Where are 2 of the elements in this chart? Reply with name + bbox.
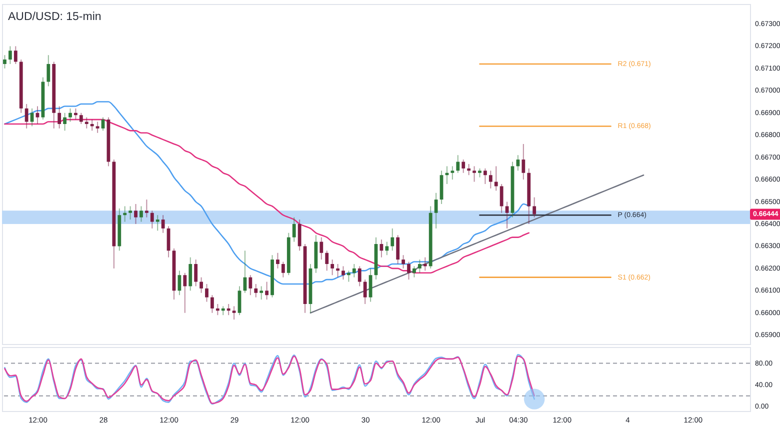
line-series [4,101,530,285]
text: AUD/USD: 15-min [8,11,102,23]
